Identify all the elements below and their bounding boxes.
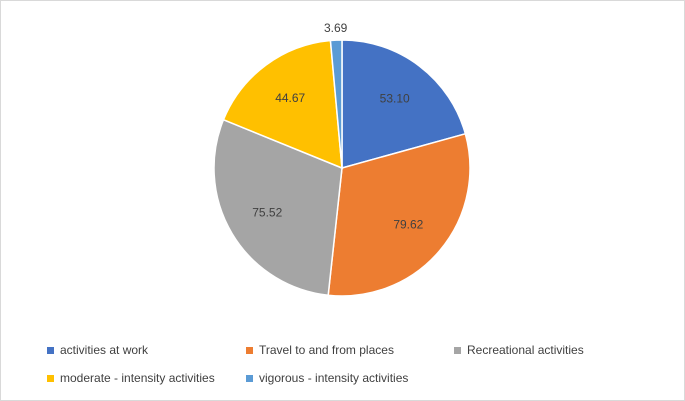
pie-slice-recreational: [213, 118, 343, 297]
pie-slice-moderate: [222, 39, 343, 170]
legend-item-recreational: Recreational activities: [454, 342, 584, 358]
legend-swatch: [454, 346, 461, 354]
legend-item-moderate: moderate - intensity activities: [47, 370, 215, 386]
pie-slice-travel: [327, 132, 471, 297]
data-label-travel: 79.62: [393, 217, 423, 231]
data-label-vigorous: 3.69: [324, 21, 348, 35]
legend-label: moderate - intensity activities: [60, 371, 215, 385]
pie-slice-vigorous: [329, 39, 343, 169]
legend-label: vigorous - intensity activities: [259, 371, 409, 385]
legend-item-vigorous: vigorous - intensity activities: [246, 370, 408, 386]
data-label-recreational: 75.52: [252, 206, 282, 220]
pie-slice-activities-at-work: [341, 39, 467, 169]
legend-label: activities at work: [60, 343, 149, 357]
pie-data-labels: 53.10 79.62 75.52 44.67 3.69: [252, 21, 423, 231]
legend-label: Recreational activities: [467, 343, 584, 357]
pie-slices: [213, 39, 471, 297]
legend-swatch: [246, 374, 253, 382]
legend-item-activities-at-work: activities at work: [47, 342, 148, 358]
legend-swatch: [47, 346, 54, 354]
legend-label: Travel to and from places: [259, 343, 394, 357]
legend-swatch: [47, 374, 54, 382]
legend-item-travel: Travel to and from places: [246, 342, 394, 358]
data-label-moderate: 44.67: [275, 91, 305, 105]
legend-swatch: [246, 346, 253, 354]
data-label-activities-at-work: 53.10: [380, 92, 410, 106]
